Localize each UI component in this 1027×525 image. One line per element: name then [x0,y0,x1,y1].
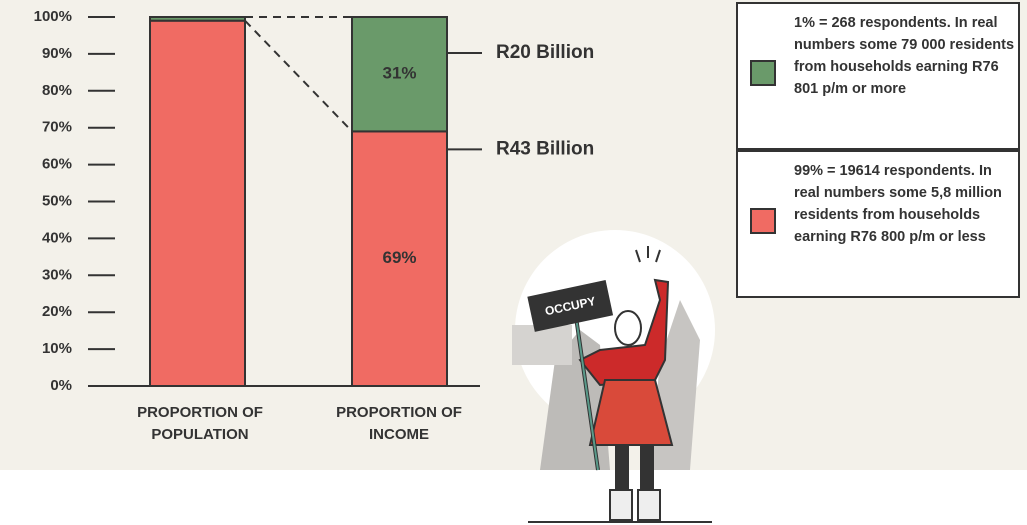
legend-swatch [750,208,776,234]
y-tick-label: 100% [34,8,72,25]
y-tick-label: 50% [42,192,72,209]
y-tick-label: 20% [42,303,72,320]
annotation: R43 Billion [496,138,594,159]
legend-item: 1% = 268 respondents. In real numbers so… [736,2,1020,150]
y-tick-label: 90% [42,45,72,62]
annotation: R20 Billion [496,42,594,63]
x-tick-label: PROPORTION OF POPULATION [110,402,290,446]
x-tick-label: PROPORTION OF INCOME [309,402,489,446]
bar-segment [150,21,245,386]
legend-item: 99% = 19614 respondents. In real numbers… [736,150,1020,298]
value-label: 31% [382,64,416,83]
y-tick-label: 80% [42,82,72,99]
y-tick-label: 70% [42,119,72,136]
legend-label: 1% = 268 respondents. In real numbers so… [794,12,1016,100]
y-tick-label: 10% [42,340,72,357]
y-tick-label: 0% [50,377,72,394]
y-tick-label: 60% [42,156,72,173]
value-label: 69% [382,248,416,267]
legend-swatch [750,60,776,86]
bar-segment [150,17,245,21]
page: 0% 10% 20% 30% 40% 50% 60% 70% 80% 90% 100% 69% 31% R… [0,0,1027,525]
legend-label: 99% = 19614 respondents. In real numbers… [794,160,1016,248]
illustration: OCCUPY [512,230,715,522]
y-tick-label: 30% [42,266,72,283]
y-tick-label: 40% [42,229,72,246]
